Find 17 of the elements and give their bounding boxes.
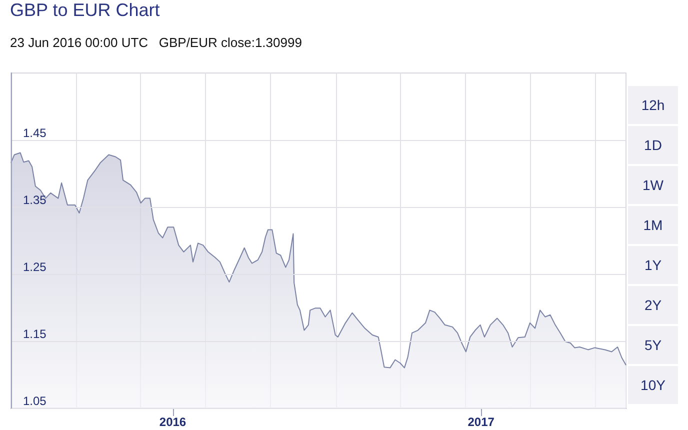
y-tick-label: 1.45 (23, 126, 47, 140)
range-button[interactable]: 1D (628, 126, 678, 164)
y-tick-label: 1.25 (23, 260, 47, 274)
range-button[interactable]: 1M (628, 206, 678, 244)
text: 23 Jun 2016 00:00 UTC GBP/EUR close:1.30999 (10, 35, 302, 50)
y-tick-label: 1.05 (23, 394, 47, 408)
range-button[interactable]: 12h (628, 86, 678, 124)
range-button[interactable]: 5Y (628, 326, 678, 364)
range-button[interactable]: 1Y (628, 246, 678, 284)
x-tick-label: 2017 (468, 415, 495, 429)
range-button[interactable]: 1W (628, 166, 678, 204)
range-button[interactable]: 10Y (628, 366, 678, 404)
y-tick-label: 1.15 (23, 327, 47, 341)
chart-title: GBP to EUR Chart (10, 0, 160, 21)
range-button[interactable]: 2Y (628, 286, 678, 324)
y-tick-label: 1.35 (23, 193, 47, 207)
x-tick-label: 2016 (159, 415, 186, 429)
